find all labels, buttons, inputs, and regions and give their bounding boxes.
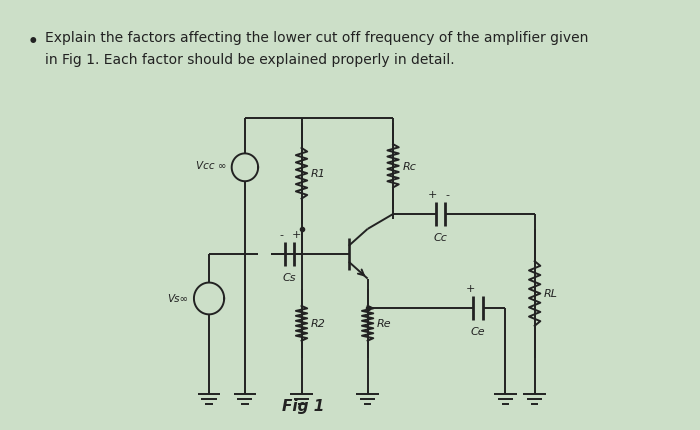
Text: -: - [446, 190, 450, 200]
Text: Vs∞: Vs∞ [167, 294, 188, 304]
Text: Rc: Rc [402, 161, 416, 172]
Text: +: + [292, 229, 302, 239]
Text: Fig 1: Fig 1 [282, 398, 325, 413]
Text: -: - [280, 229, 284, 239]
Text: •: • [28, 33, 38, 51]
Text: R1: R1 [311, 169, 326, 179]
Text: Cs: Cs [283, 272, 296, 282]
Text: Re: Re [377, 319, 392, 329]
Text: Vcc ∞: Vcc ∞ [195, 161, 226, 171]
Text: Ce: Ce [470, 326, 485, 337]
Text: +: + [428, 190, 438, 200]
Text: Cc: Cc [433, 232, 447, 243]
Text: RL: RL [544, 289, 558, 299]
Text: Explain the factors affecting the lower cut off frequency of the amplifier given: Explain the factors affecting the lower … [45, 31, 588, 45]
Text: +: + [466, 284, 475, 294]
Text: R2: R2 [311, 319, 326, 329]
Text: in Fig 1. Each factor should be explained properly in detail.: in Fig 1. Each factor should be explaine… [45, 53, 454, 67]
